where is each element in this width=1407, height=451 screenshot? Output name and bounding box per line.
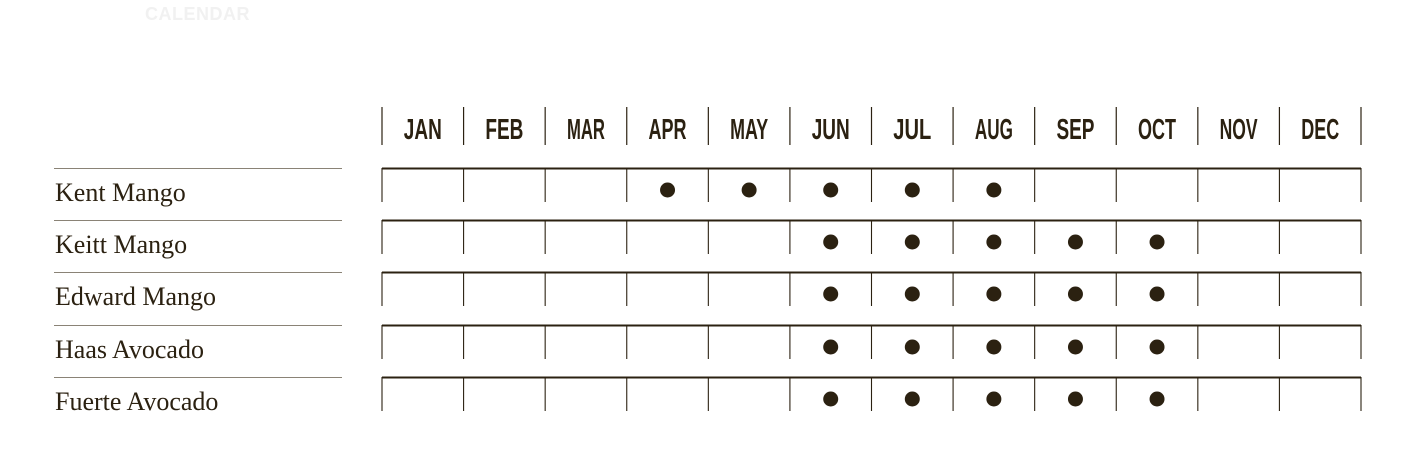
season-dot-edward-mango-sep	[1067, 286, 1083, 302]
month-label-jan: JAN	[404, 114, 442, 146]
season-dot-kent-mango-jun	[823, 182, 839, 198]
season-dot-haas-avocado-aug	[986, 339, 1002, 355]
month-label-jun: JUN	[812, 114, 850, 146]
month-label-may: MAY	[730, 114, 768, 146]
season-dot-edward-mango-oct	[1149, 286, 1165, 302]
month-label-apr: APR	[649, 114, 687, 146]
season-dot-keitt-mango-aug	[986, 234, 1002, 250]
season-dot-haas-avocado-sep	[1067, 339, 1083, 355]
season-dot-edward-mango-jun	[823, 286, 839, 302]
season-dot-haas-avocado-oct	[1149, 339, 1165, 355]
row-label: Keitt Mango	[55, 230, 188, 259]
season-dot-edward-mango-aug	[986, 286, 1002, 302]
month-label-jul: JUL	[893, 114, 931, 146]
month-label-sep: SEP	[1056, 114, 1094, 146]
season-dot-fuerte-avocado-jun	[823, 391, 839, 407]
season-dot-fuerte-avocado-jul	[904, 391, 920, 407]
month-label-oct: OCT	[1138, 114, 1176, 146]
row-label: Edward Mango	[55, 282, 217, 311]
season-dot-haas-avocado-jul	[904, 339, 920, 355]
season-dot-kent-mango-aug	[986, 182, 1002, 198]
month-label-mar: MAR	[567, 114, 605, 146]
season-dot-kent-mango-may	[741, 182, 757, 198]
season-dot-haas-avocado-jun	[823, 339, 839, 355]
season-dot-fuerte-avocado-sep	[1067, 391, 1083, 407]
season-dot-keitt-mango-jul	[904, 234, 920, 250]
row-label: Haas Avocado	[55, 335, 204, 364]
row-label: Kent Mango	[55, 178, 186, 207]
month-label-dec: DEC	[1301, 114, 1339, 146]
faint-heading: CALENDAR	[145, 4, 250, 24]
season-dot-fuerte-avocado-aug	[986, 391, 1002, 407]
season-dot-keitt-mango-oct	[1149, 234, 1165, 250]
season-dot-edward-mango-jul	[904, 286, 920, 302]
month-label-nov: NOV	[1220, 114, 1258, 146]
season-dot-keitt-mango-jun	[823, 234, 839, 250]
season-dot-kent-mango-jul	[904, 182, 920, 198]
season-dot-keitt-mango-sep	[1067, 234, 1083, 250]
month-label-feb: FEB	[485, 114, 523, 146]
month-label-aug: AUG	[975, 114, 1013, 146]
row-label: Fuerte Avocado	[55, 387, 219, 416]
season-dot-kent-mango-apr	[660, 182, 676, 198]
season-dot-fuerte-avocado-oct	[1149, 391, 1165, 407]
